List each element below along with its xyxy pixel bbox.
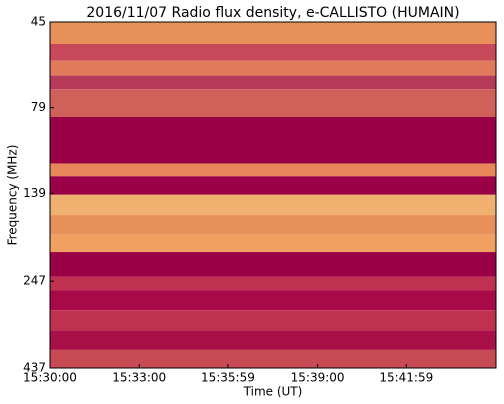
spectrum-band	[50, 89, 496, 117]
spectrum-band	[50, 252, 496, 277]
y-tick-label: 247	[23, 274, 46, 288]
y-axis-label: Frequency (MHz)	[6, 145, 20, 246]
spectrum-band	[50, 60, 496, 76]
spectrum-band	[50, 276, 496, 291]
y-tick-label: 45	[31, 15, 46, 29]
x-tick-label: 15:33:00	[112, 371, 166, 385]
y-tick-label: 79	[31, 100, 46, 114]
spectrum-band	[50, 290, 496, 311]
spectrum-band	[50, 194, 496, 216]
spectrum-band	[50, 75, 496, 90]
x-tick-label: 15:30:00	[23, 371, 77, 385]
spectrum-band	[50, 22, 496, 45]
x-axis-label: Time (UT)	[243, 385, 303, 399]
chart-title: 2016/11/07 Radio flux density, e-CALLIST…	[86, 5, 459, 21]
x-tick-label: 15:41:59	[379, 371, 433, 385]
spectrum-band	[50, 310, 496, 331]
y-tick-label: 139	[23, 186, 46, 200]
spectrum-band	[50, 330, 496, 350]
plot-frame	[49, 21, 497, 369]
y-tick-label: 437	[23, 361, 46, 375]
x-tick-label: 15:35:59	[201, 371, 255, 385]
spectrum-band	[50, 349, 496, 368]
spectrum-band	[50, 215, 496, 235]
spectrum-band	[50, 116, 496, 164]
spectrum-band	[50, 176, 496, 195]
spectrum-band	[50, 234, 496, 253]
spectrum-band	[50, 163, 496, 177]
x-tick-label: 15:39:00	[291, 371, 345, 385]
spectrum-band	[50, 44, 496, 61]
